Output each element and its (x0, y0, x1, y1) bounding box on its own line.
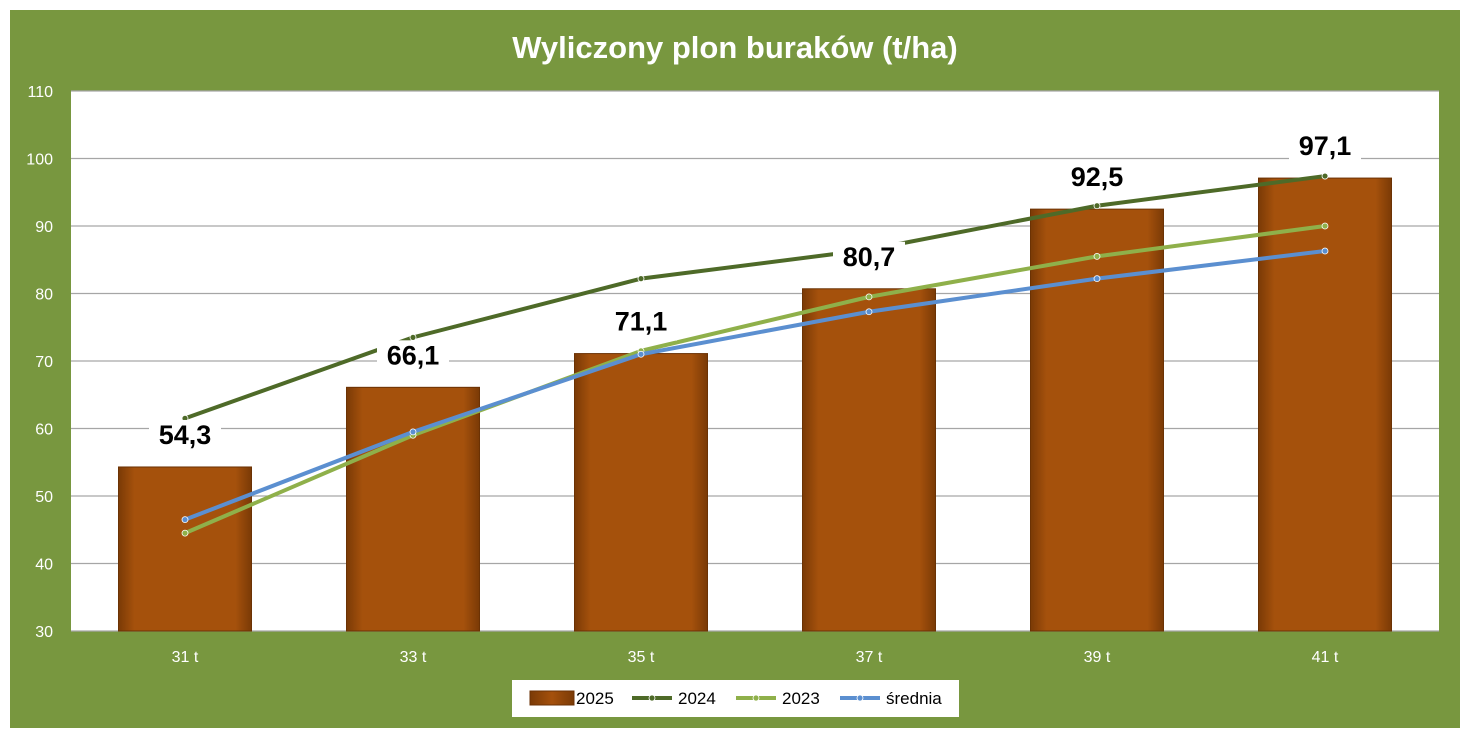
line-point-2024 (1321, 172, 1329, 180)
legend-marker-2024 (648, 694, 656, 702)
bar-2025 (118, 466, 252, 632)
line-series-2024 (183, 174, 1327, 421)
bar-2025 (346, 386, 480, 632)
data-labels: 54,3 66,1 71,1 80,7 92,5 97,1 (149, 131, 1361, 454)
line-series-2023 (183, 224, 1327, 536)
y-tick-label: 60 (35, 422, 53, 439)
legend-swatch-2025 (529, 690, 575, 706)
legend-marker-średnia (856, 694, 864, 702)
y-tick-label: 100 (26, 152, 53, 169)
line-point-2024 (637, 275, 645, 283)
y-tick-label: 90 (35, 219, 53, 236)
line-series-średnia (183, 248, 1327, 522)
legend-box (512, 680, 959, 717)
grid-lines (71, 90, 1439, 632)
data-label-2025: 66,1 (387, 340, 440, 370)
y-tick-label: 70 (35, 354, 53, 371)
data-label-2025: 71,1 (615, 307, 668, 337)
data-label-bg (833, 241, 905, 276)
series-lines (181, 172, 1329, 537)
y-tick-label: 80 (35, 287, 53, 304)
bar-2025 (1258, 177, 1392, 632)
legend: 2025 2024 2023 średnia (512, 680, 959, 717)
x-axis-ticks: 31 t 33 t 35 t 37 t 39 t 41 t (172, 649, 1339, 666)
line-point-średnia (1321, 247, 1329, 255)
data-label-bg (149, 419, 221, 454)
legend-marker-2023 (752, 694, 760, 702)
data-label-2025: 80,7 (843, 242, 896, 272)
line-point-2023 (1321, 222, 1329, 230)
bar-2025 (574, 353, 708, 632)
x-tick-label: 31 t (172, 649, 199, 666)
bars-2025 (118, 177, 1392, 632)
line-point-średnia (181, 516, 189, 524)
y-axis-ticks: 30 40 50 60 70 80 90 100 110 (26, 84, 53, 641)
data-label-bg (1061, 162, 1133, 197)
line-point-2024 (1093, 202, 1101, 210)
data-label-bg (377, 340, 449, 375)
data-label-2025: 92,5 (1071, 162, 1124, 192)
line-point-2023 (865, 293, 873, 301)
line-point-średnia (865, 308, 873, 316)
legend-items: 2025 2024 2023 średnia (529, 689, 942, 708)
x-tick-label: 39 t (1084, 649, 1111, 666)
y-tick-label: 40 (35, 557, 53, 574)
data-label-bg (1289, 131, 1361, 166)
line-point-średnia (1093, 275, 1101, 283)
data-label-2025: 54,3 (159, 420, 212, 450)
x-tick-label: 35 t (628, 649, 655, 666)
x-tick-label: 41 t (1312, 649, 1339, 666)
legend-label-2023: 2023 (782, 689, 820, 708)
chart-title: Wyliczony plon buraków (t/ha) (512, 30, 958, 65)
legend-label-2025: 2025 (576, 689, 614, 708)
y-tick-label: 110 (27, 84, 53, 101)
line-point-2023 (1093, 252, 1101, 260)
x-tick-label: 37 t (856, 649, 883, 666)
data-label-bg (605, 306, 677, 341)
y-tick-label: 30 (35, 624, 53, 641)
line-point-2023 (181, 529, 189, 537)
line-point-średnia (637, 350, 645, 358)
data-label-2025: 97,1 (1299, 131, 1352, 161)
legend-label-2024: 2024 (678, 689, 716, 708)
legend-label-średnia: średnia (886, 689, 942, 708)
line-point-średnia (409, 428, 417, 436)
x-tick-label: 33 t (400, 649, 427, 666)
bar-2025 (802, 288, 936, 632)
y-tick-label: 50 (35, 489, 53, 506)
